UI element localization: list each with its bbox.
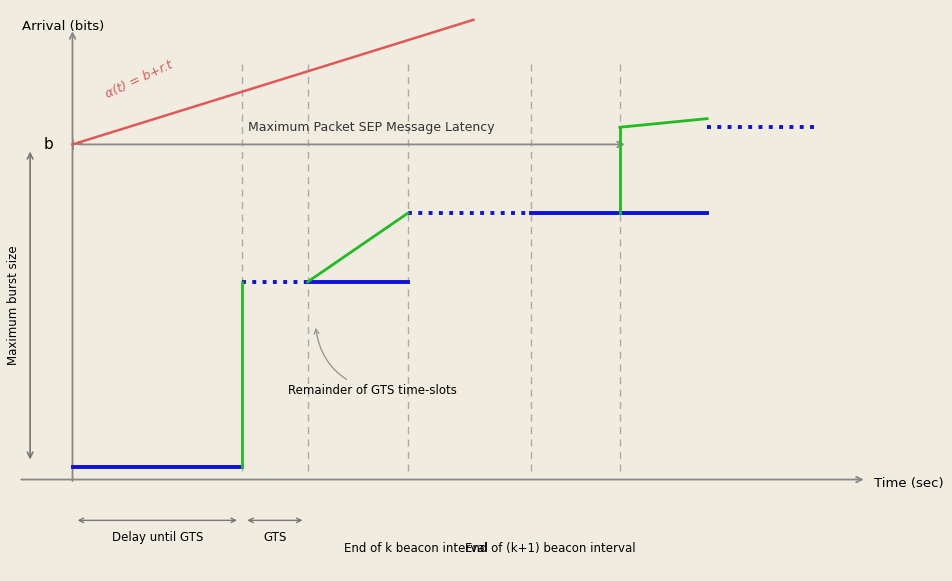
Text: End of (k+1) beacon interval: End of (k+1) beacon interval <box>466 542 636 555</box>
Text: Arrival (bits): Arrival (bits) <box>23 20 105 33</box>
Text: Time (sec): Time (sec) <box>874 478 943 490</box>
Text: End of k beacon interval: End of k beacon interval <box>344 542 487 555</box>
Text: α(t) = b+r.t: α(t) = b+r.t <box>104 59 174 101</box>
Text: Maximum burst size: Maximum burst size <box>8 246 20 365</box>
Text: Maximum Packet SEP Message Latency: Maximum Packet SEP Message Latency <box>248 121 494 134</box>
Text: GTS: GTS <box>263 531 287 544</box>
Text: Remainder of GTS time-slots: Remainder of GTS time-slots <box>288 329 457 397</box>
Text: b: b <box>44 137 53 152</box>
Text: Delay until GTS: Delay until GTS <box>111 531 203 544</box>
